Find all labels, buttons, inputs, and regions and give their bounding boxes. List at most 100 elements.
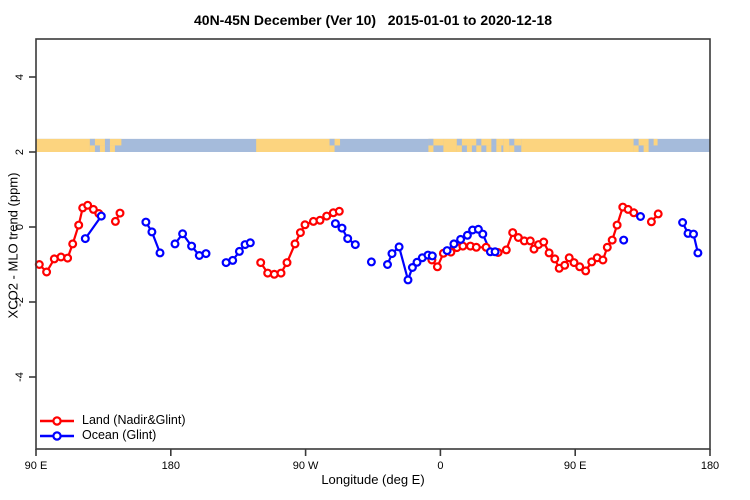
- land-series-point: [295, 228, 305, 238]
- ocean-series-point: [141, 217, 151, 227]
- land-series-point: [290, 239, 300, 249]
- map-band-coast-cell: [109, 145, 115, 152]
- map-band-coast-cell: [509, 145, 515, 152]
- land-series-point: [598, 255, 608, 265]
- land-series-point: [63, 253, 73, 263]
- ocean-series-point: [343, 234, 353, 244]
- map-band-coast-cell: [466, 145, 472, 152]
- ocean-series-point: [442, 246, 452, 256]
- ocean-series-point: [407, 263, 417, 273]
- ocean-series-point: [387, 249, 397, 259]
- legend: Land (Nadir&Glint) Ocean (Glint): [40, 413, 186, 443]
- map-band-coast-cell: [329, 145, 335, 152]
- land-series-point: [550, 254, 560, 264]
- ocean-series-point: [187, 241, 197, 251]
- map-band-coast-cell: [491, 138, 497, 146]
- land-series-point: [607, 235, 617, 245]
- map-band-coast-cell: [329, 138, 335, 146]
- land-series-point: [646, 217, 656, 227]
- map-band-coast-cell: [633, 138, 639, 146]
- legend-item-ocean: Ocean (Glint): [40, 428, 186, 443]
- x-tick-label: 180: [700, 460, 720, 472]
- map-band-coast-cell: [456, 138, 462, 146]
- ocean-series-point: [234, 246, 244, 256]
- map-band-coast-cell: [486, 145, 492, 152]
- land-series-point: [300, 220, 310, 230]
- legend-label-ocean: Ocean (Glint): [82, 428, 157, 442]
- ocean-series-point: [330, 219, 340, 229]
- land-series-point: [68, 239, 78, 249]
- ocean-series-point: [96, 211, 106, 221]
- map-band-coast-cell: [104, 138, 110, 146]
- land-series-point: [508, 228, 518, 238]
- ocean-series-point: [427, 251, 437, 261]
- ocean-series-point: [350, 240, 360, 250]
- land-series-point: [653, 209, 663, 219]
- map-band-coast-cell: [428, 138, 434, 146]
- ocean-series-point: [462, 230, 472, 240]
- ocean-series-point: [155, 248, 165, 258]
- map-band-coast-cell: [496, 145, 502, 152]
- ocean-series-point: [478, 229, 488, 239]
- land-series-point: [110, 216, 120, 226]
- land-series-point: [539, 237, 549, 247]
- map-band-coast-segment: [633, 138, 658, 146]
- map-band-land-segment: [503, 138, 510, 152]
- ocean-series-line: [84, 215, 103, 240]
- ocean-series-point: [147, 227, 157, 237]
- ocean-series-symbol: [40, 430, 74, 441]
- land-series-point: [256, 258, 266, 268]
- map-band-coast-cell: [456, 145, 462, 152]
- x-tick-label: 90 W: [292, 460, 319, 472]
- land-series-point: [525, 236, 535, 246]
- ocean-series-point: [178, 229, 188, 239]
- y-tick-label: 4: [14, 73, 26, 81]
- plot-border: [35, 38, 711, 450]
- land-series-point: [315, 215, 325, 225]
- land-series-point: [612, 220, 622, 230]
- map-band-coast-segment: [428, 138, 444, 146]
- legend-item-land: Land (Nadir&Glint): [40, 413, 186, 428]
- map-band-coast-cell: [509, 138, 515, 146]
- x-axis-label: Longitude (deg E): [321, 472, 425, 487]
- ocean-series-point: [170, 239, 180, 249]
- map-band-land-segment: [443, 138, 457, 152]
- map-band-land-segment: [256, 138, 330, 152]
- ocean-series-point: [619, 235, 629, 245]
- ocean-series-point: [394, 242, 404, 252]
- legend-label-land: Land (Nadir&Glint): [82, 413, 186, 427]
- land-series-point: [602, 242, 612, 252]
- map-band-coast-cell: [633, 145, 639, 152]
- ocean-series-point: [635, 212, 645, 222]
- ocean-series-point: [412, 257, 422, 267]
- land-series-point: [544, 248, 554, 258]
- ocean-series-point: [337, 223, 347, 233]
- land-series-point: [432, 262, 442, 272]
- map-band-coast-cell: [476, 138, 482, 146]
- land-series-point: [42, 267, 52, 277]
- map-band-coast-cell: [648, 138, 654, 146]
- map-band-land-segment: [36, 138, 90, 152]
- y-axis-label: XCO2 - MLO trend (ppm): [5, 172, 21, 319]
- map-band-coast-segment: [476, 138, 504, 146]
- land-series-point: [629, 208, 639, 218]
- land-series-point: [115, 208, 125, 218]
- land-series-point: [471, 242, 481, 252]
- chart-title: 40N-45N December (Ver 10) 2015-01-01 to …: [194, 12, 552, 28]
- land-series-point: [74, 220, 84, 230]
- land-series-point: [560, 260, 570, 270]
- ocean-series-point: [201, 249, 211, 259]
- land-series-point: [34, 260, 44, 270]
- land-series-point: [276, 268, 286, 278]
- x-tick-label: 90 E: [24, 460, 48, 472]
- ocean-series-point: [693, 248, 703, 258]
- land-series-point: [83, 200, 93, 210]
- ocean-series-point: [228, 255, 238, 265]
- ocean-series-point: [245, 238, 255, 248]
- land-series-point: [569, 258, 579, 268]
- map-band-coast-cell: [99, 145, 105, 152]
- map-band-coast-segment: [509, 138, 522, 146]
- land-series-point: [581, 266, 591, 276]
- ocean-series-point: [490, 247, 500, 257]
